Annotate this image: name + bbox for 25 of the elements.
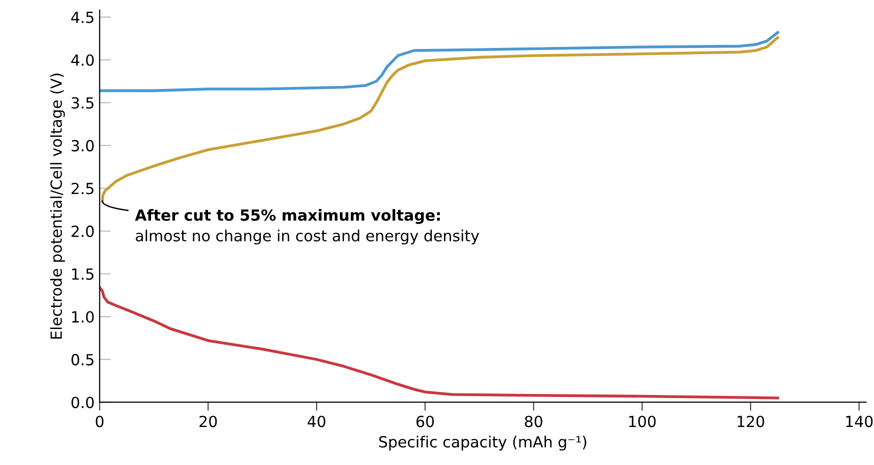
y-axis-title: Electrode potential/Cell voltage (V)	[50, 74, 65, 339]
x-tick-label: 100	[629, 416, 656, 428]
y-tick-label: 0.5	[71, 354, 94, 366]
x-tick-label: 140	[846, 416, 873, 428]
x-axis-title: Specific capacity (mAh g⁻¹)	[379, 436, 586, 451]
x-tick-label: 120	[738, 416, 764, 428]
y-tick-label: 3.0	[72, 140, 94, 152]
annotation: After cut to 55% maximum voltage:	[134, 209, 440, 224]
y-tick-label: 2.0	[72, 226, 94, 238]
line-series	[100, 31, 780, 92]
y-tick-label: 4.5	[71, 12, 94, 24]
x-tick-label: 80	[524, 416, 542, 428]
y-tick-label: 3.5	[72, 97, 94, 109]
y-tick-label: 2.5	[72, 182, 94, 194]
x-tick-label: 0	[96, 416, 104, 428]
y-tick-label: 1.0	[72, 311, 94, 323]
x-tick-label: 20	[200, 416, 217, 428]
x-tick-label: 40	[308, 416, 326, 428]
line-series	[100, 36, 780, 202]
line-series	[100, 286, 780, 400]
annotation: almost no change in cost and energy density	[136, 230, 480, 244]
x-tick-label: 60	[416, 416, 434, 428]
y-tick-label: 0.0	[71, 396, 94, 408]
y-tick-label: 4.0	[71, 54, 94, 66]
y-tick-label: 1.5	[72, 268, 94, 280]
